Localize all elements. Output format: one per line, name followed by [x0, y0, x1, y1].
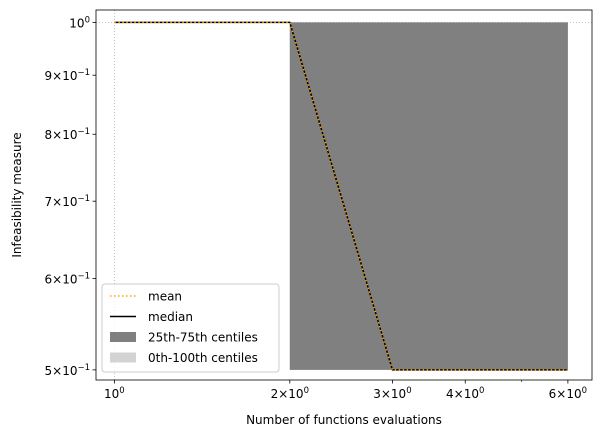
legend-box: [101, 283, 280, 373]
band-0: [289, 22, 568, 370]
legend-label: mean: [148, 290, 182, 304]
legend-label: 25th-75th centiles: [148, 331, 258, 345]
legend-label: median: [148, 310, 193, 324]
x-axis-ticks: 100 2×100 3×100 4×100 6×100: [104, 380, 587, 401]
y-tick-label: 8×10−1: [45, 127, 91, 142]
x-tick-label: 2×100: [271, 386, 309, 401]
y-tick-label: 100: [69, 15, 90, 30]
x-tick-label: 3×100: [373, 386, 411, 401]
data-series: [114, 21, 568, 371]
y-tick-label: 5×10−1: [45, 363, 91, 378]
series-line-median: [114, 21, 568, 371]
x-tick-label: 100: [104, 386, 125, 401]
centile-bands: [289, 22, 568, 370]
x-axis-title: Number of functions evaluations: [246, 413, 442, 427]
y-tick-label: 7×10−1: [45, 194, 91, 209]
y-tick-label: 6×10−1: [45, 271, 91, 286]
y-tick-label: 9×10−1: [45, 68, 91, 83]
plot-frame: [95, 9, 593, 381]
y-axis-ticks: 100 9×10−1 8×10−1 7×10−1 6×10−1 5×10−1: [45, 15, 96, 378]
x-tick-label: 6×100: [549, 386, 587, 401]
x-tick-label: 4×100: [446, 386, 484, 401]
legend-swatch: [110, 332, 136, 342]
y-axis-title: Infeasibility measure: [10, 132, 24, 257]
legend-swatch: [110, 352, 136, 363]
legend: mean median 25th-75th centiles 0th-100th ce…: [101, 283, 280, 373]
legend-label: 0th-100th centiles: [148, 351, 258, 365]
